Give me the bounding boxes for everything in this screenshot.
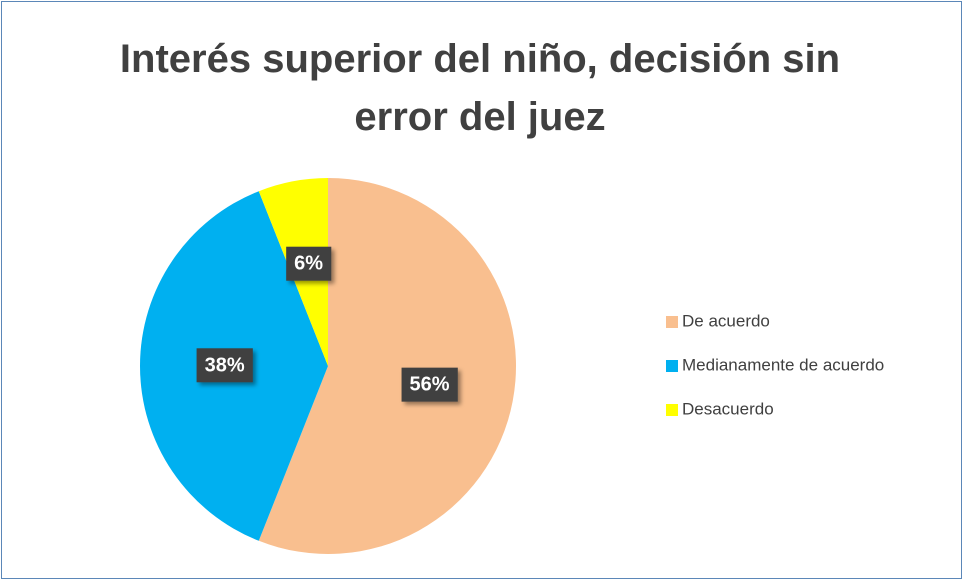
data-label: 6% xyxy=(286,246,332,281)
legend-swatch xyxy=(666,316,678,328)
data-label-box xyxy=(286,246,332,281)
data-label-box xyxy=(401,367,458,402)
legend-swatch xyxy=(666,360,678,372)
data-label-text: 6% xyxy=(294,253,323,275)
data-label-text: 38% xyxy=(205,354,245,376)
legend-label: Medianamente de acuerdo xyxy=(682,355,884,374)
data-label-box xyxy=(196,348,253,383)
legend-label: Desacuerdo xyxy=(682,399,774,418)
legend-swatch xyxy=(666,404,678,416)
data-label: 38% xyxy=(196,348,253,383)
data-label-text: 56% xyxy=(410,374,450,396)
legend-label: De acuerdo xyxy=(682,311,770,330)
data-label: 56% xyxy=(401,367,458,402)
pie-slice xyxy=(258,178,516,554)
chart-title: Interés superior del niño, decisión sin … xyxy=(119,37,841,139)
